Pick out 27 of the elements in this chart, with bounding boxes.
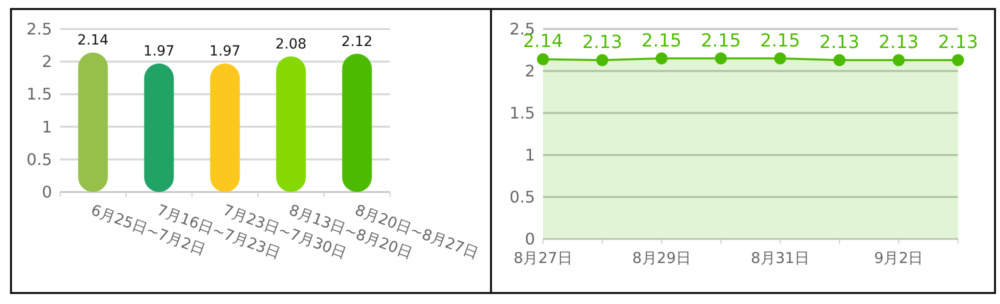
y-tick-label: 0 — [42, 182, 52, 202]
y-tick-label: 1.5 — [510, 104, 535, 122]
data-label: 2.14 — [77, 32, 109, 48]
y-tick-label: 2 — [524, 62, 535, 80]
data-label: 2.15 — [760, 30, 800, 52]
data-label: 2.13 — [938, 32, 978, 54]
data-label: 1.97 — [143, 44, 175, 60]
x-tick-label: 8月29日 — [632, 249, 691, 267]
x-tick-label: 8月31日 — [750, 249, 810, 267]
y-tick-label: 2.5 — [26, 20, 52, 38]
y-tick-label: 0.5 — [510, 188, 535, 206]
data-label: 1.97 — [209, 44, 241, 60]
data-label: 2.15 — [700, 30, 741, 52]
y-tick-label: 0 — [524, 230, 535, 248]
data-label: 2.13 — [878, 32, 919, 54]
y-tick-label: 0.5 — [26, 150, 52, 169]
y-tick-label: 1 — [42, 117, 52, 136]
data-label: 2.08 — [275, 36, 307, 52]
data-label: 2.13 — [819, 32, 860, 54]
x-tick-label: 9月2日 — [874, 249, 924, 267]
x-tick-label: 8月27日 — [514, 249, 572, 267]
data-label: 2.13 — [582, 32, 622, 54]
y-tick-label: 2 — [42, 52, 52, 72]
data-label: 2.12 — [341, 34, 373, 50]
y-tick-label: 1.5 — [26, 84, 52, 104]
y-tick-label: 1 — [524, 146, 535, 164]
data-label: 2.15 — [642, 30, 682, 52]
